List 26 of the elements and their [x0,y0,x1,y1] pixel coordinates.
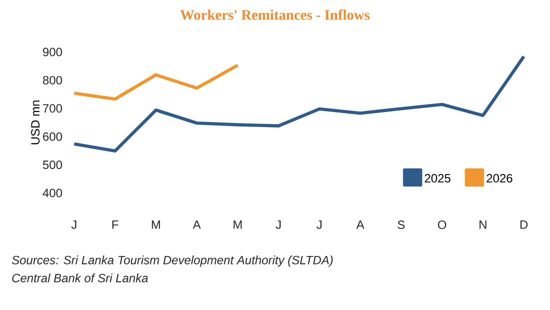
y-tick-label: 700 [43,104,62,113]
x-tick-label: D [520,220,528,229]
x-tick-label: O [438,220,446,230]
x-tick-label: S [398,220,405,230]
x-tick-label: J [276,220,281,229]
y-tick-label: 400 [42,188,62,198]
text: Central Bank of Sri Lanka [12,274,148,282]
x-tick-label: J [316,220,322,229]
x-tick-label: N [480,220,486,229]
line-series [72,54,526,153]
x-tick-label: A [356,220,364,229]
y-tick-label: 800 [42,76,62,84]
source-note: Sources: Sri Lanka Tourism Development Authority (SLTDA) [12,256,333,267]
chart-title: Workers' Remitances - Inflows [180,10,370,20]
x-tick-label: A [192,220,201,229]
line-series [72,64,240,101]
x-tick-label: M [152,220,160,229]
y-tick-label: 600 [43,132,62,141]
y-tick-label: 500 [42,160,62,170]
legend-label: 2025 [424,174,450,183]
x-tick-label: M [234,220,242,229]
legend-label: 2026 [486,174,512,183]
x-tick-label: J [71,220,76,229]
y-axis-title: USD mn [31,100,40,144]
y-tick-label: 900 [43,48,62,56]
x-tick-label: F [112,220,118,229]
